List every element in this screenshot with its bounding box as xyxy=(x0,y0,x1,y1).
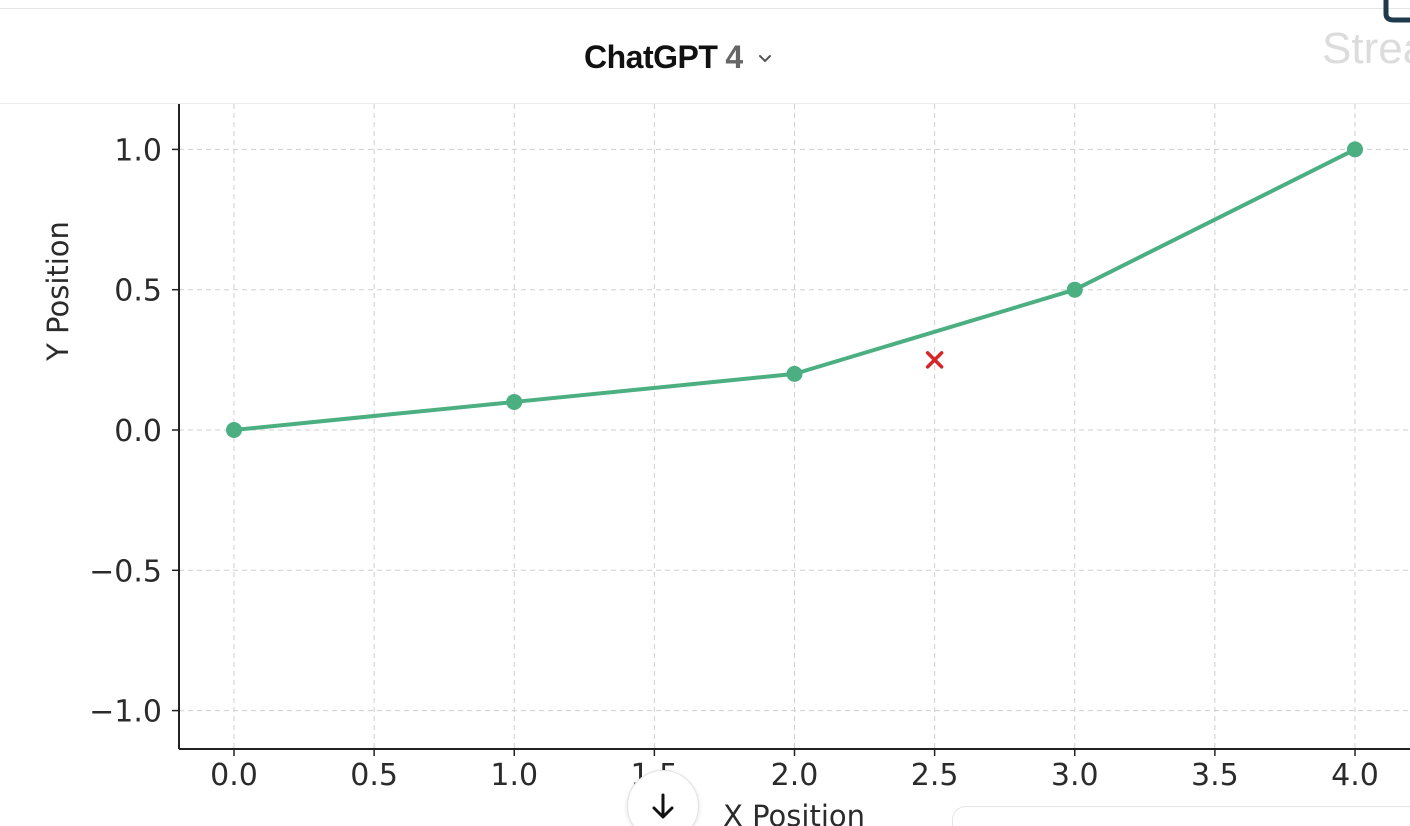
x-tick-label: 0.0 xyxy=(210,758,258,793)
x-tick-label: 3.5 xyxy=(1191,758,1239,793)
y-tick-label: 0.5 xyxy=(114,274,162,309)
logo-icon xyxy=(1380,0,1410,24)
x-tick-label: 1.0 xyxy=(490,758,538,793)
stream-watermark: Strea xyxy=(1322,24,1410,73)
message-input-area[interactable] xyxy=(952,806,1410,826)
data-point xyxy=(786,365,803,382)
y-axis-label: Y Position xyxy=(41,221,75,362)
scroll-down-button[interactable] xyxy=(627,770,699,826)
x-marker-point xyxy=(925,351,944,369)
x-tick-label: 2.5 xyxy=(911,758,959,793)
x-tick-label: 2.0 xyxy=(771,758,819,793)
data-point xyxy=(1347,141,1363,158)
model-name: ChatGPT xyxy=(584,39,718,75)
arrow-down-icon xyxy=(652,793,674,819)
data-point xyxy=(506,393,523,410)
x-axis-label: X Position xyxy=(723,799,865,826)
x-tick-label: 3.0 xyxy=(1051,758,1099,793)
chat-header: ChatGPT 4 xyxy=(0,9,1410,104)
y-tick-label: −1.0 xyxy=(89,695,162,730)
y-tick-label: 0.0 xyxy=(114,414,162,449)
chevron-down-icon xyxy=(755,48,775,68)
data-point xyxy=(1066,281,1083,298)
top-divider xyxy=(0,8,1410,9)
model-version: 4 xyxy=(725,39,744,75)
y-tick-label: 1.0 xyxy=(114,133,162,168)
y-tick-label: −0.5 xyxy=(89,554,162,589)
x-tick-label: 4.0 xyxy=(1331,758,1379,793)
data-point xyxy=(226,422,242,438)
model-selector-button[interactable]: ChatGPT 4 xyxy=(584,39,775,76)
x-tick-label: 0.5 xyxy=(350,758,398,793)
